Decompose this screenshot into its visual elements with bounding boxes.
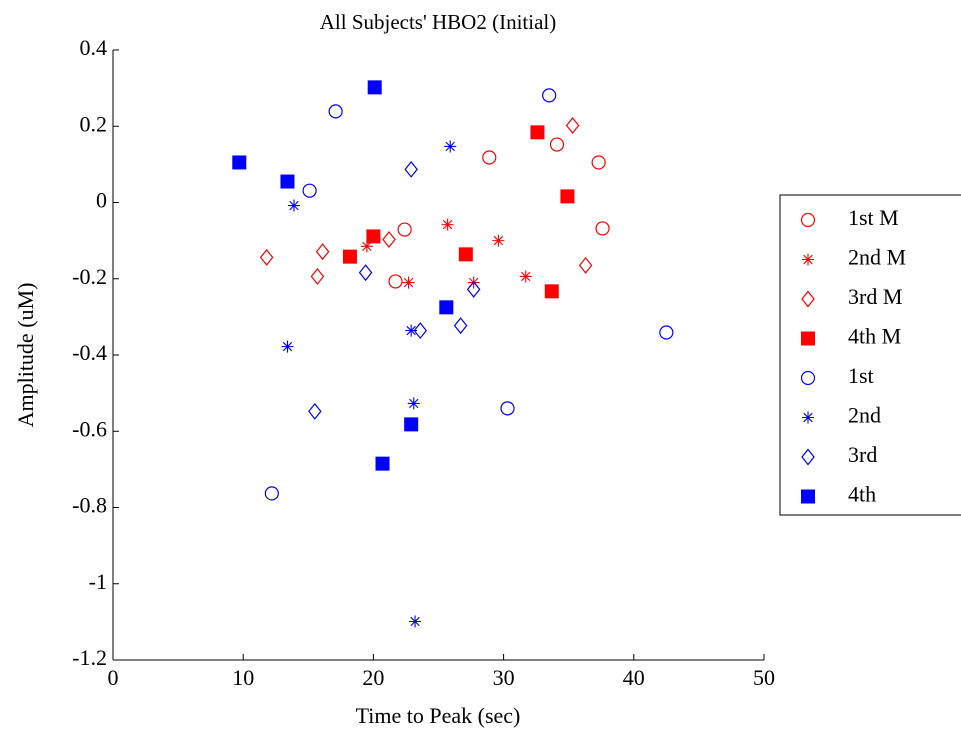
marker [308, 402, 322, 420]
marker [801, 290, 815, 308]
marker [578, 256, 593, 274]
marker [659, 325, 674, 340]
marker [413, 322, 428, 340]
chart-title: All Subjects' HBO2 (Initial) [320, 10, 557, 34]
marker [565, 117, 580, 134]
marker [801, 331, 815, 346]
marker [453, 317, 468, 335]
legend-label: 1st [848, 363, 874, 388]
marker [409, 615, 422, 628]
marker [439, 300, 454, 315]
marker [397, 222, 412, 237]
y-tick-label: -0.4 [72, 340, 107, 365]
marker [560, 189, 575, 204]
marker [388, 274, 403, 289]
marker [358, 264, 373, 282]
marker [280, 174, 295, 189]
legend-label: 2nd M [848, 245, 906, 270]
marker [259, 248, 274, 266]
marker [402, 276, 415, 289]
marker [801, 448, 815, 466]
marker [287, 199, 300, 212]
marker [404, 417, 419, 432]
y-tick-label: -0.2 [72, 264, 107, 289]
marker [342, 249, 357, 264]
marker [595, 221, 610, 236]
marker [800, 370, 816, 386]
marker [500, 401, 515, 416]
marker [302, 183, 317, 198]
marker [466, 280, 481, 298]
marker [492, 234, 505, 247]
marker [366, 229, 381, 244]
marker [281, 340, 294, 353]
marker [549, 137, 565, 152]
x-tick-label: 0 [108, 665, 119, 690]
marker [405, 324, 418, 337]
y-tick-label: 0 [96, 188, 107, 213]
legend-label: 4th [848, 482, 876, 507]
marker [264, 486, 279, 501]
marker [441, 218, 454, 231]
marker [407, 397, 420, 410]
y-tick-label: 0.4 [80, 35, 108, 60]
legend-label: 2nd [848, 403, 881, 428]
legend-label: 3rd M [848, 284, 902, 309]
marker [458, 247, 473, 262]
x-axis-label: Time to Peak (sec) [356, 703, 521, 728]
y-tick-label: -1 [89, 569, 107, 594]
y-tick-label: 0.2 [80, 111, 108, 136]
x-tick-label: 50 [753, 665, 775, 690]
marker [367, 80, 382, 95]
marker [802, 253, 814, 266]
marker [404, 160, 418, 178]
marker [315, 243, 330, 261]
marker [444, 140, 457, 153]
marker [328, 104, 343, 119]
y-tick-label: -0.8 [72, 493, 107, 518]
marker [375, 456, 390, 471]
marker [382, 231, 396, 248]
x-tick-label: 30 [493, 665, 515, 690]
marker [482, 150, 497, 165]
marker [542, 88, 557, 103]
marker [360, 240, 373, 253]
legend-label: 1st M [848, 205, 899, 230]
marker [519, 270, 532, 283]
marker [530, 125, 545, 140]
legend-label: 3rd [848, 442, 877, 467]
marker [591, 155, 606, 170]
x-tick-label: 20 [362, 665, 384, 690]
marker [801, 489, 815, 504]
y-tick-label: -0.6 [72, 416, 107, 441]
y-tick-label: -1.2 [72, 645, 107, 670]
y-axis-label: Amplitude (uM) [13, 283, 38, 428]
marker [232, 155, 247, 170]
x-tick-label: 10 [232, 665, 254, 690]
marker [802, 411, 814, 424]
x-tick-label: 40 [623, 665, 645, 690]
marker [310, 268, 325, 285]
marker [800, 212, 816, 228]
marker [544, 284, 559, 299]
legend-label: 4th M [848, 324, 901, 349]
